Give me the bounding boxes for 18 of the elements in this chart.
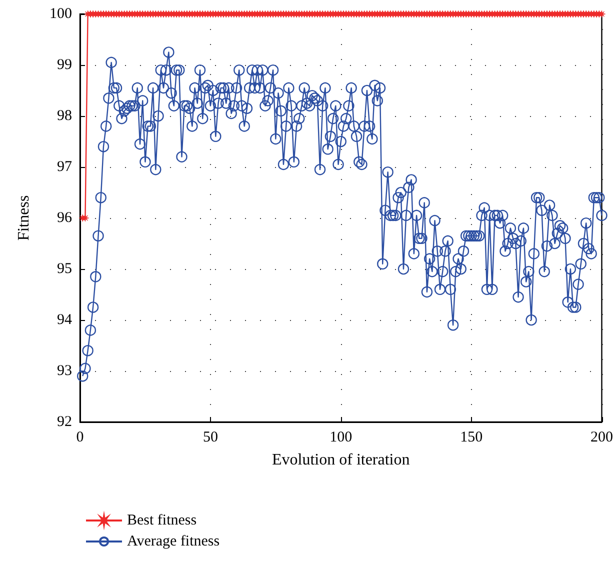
x-tick-label: 50 <box>202 430 218 446</box>
legend-label: Average fitness <box>127 534 220 550</box>
y-tick-label: 93 <box>57 363 72 379</box>
y-tick-label: 92 <box>57 414 72 430</box>
x-tick-label: 150 <box>460 430 483 446</box>
y-tick-label: 96 <box>57 210 72 226</box>
y-tick-label: 99 <box>57 57 72 73</box>
y-tick-label: 94 <box>57 312 72 328</box>
x-tick-label: 100 <box>330 430 352 446</box>
y-tick-label: 95 <box>57 261 72 277</box>
x-axis-title: Evolution of iteration <box>272 452 410 468</box>
y-tick-label: 100 <box>50 6 72 22</box>
x-tick-label: 0 <box>76 430 84 446</box>
y-axis-title: Fitness <box>16 195 32 241</box>
y-tick-label: 97 <box>57 159 72 175</box>
x-tick-label: 200 <box>590 430 613 446</box>
y-tick-label: 98 <box>57 108 72 124</box>
legend-label: Best fitness <box>127 512 197 528</box>
